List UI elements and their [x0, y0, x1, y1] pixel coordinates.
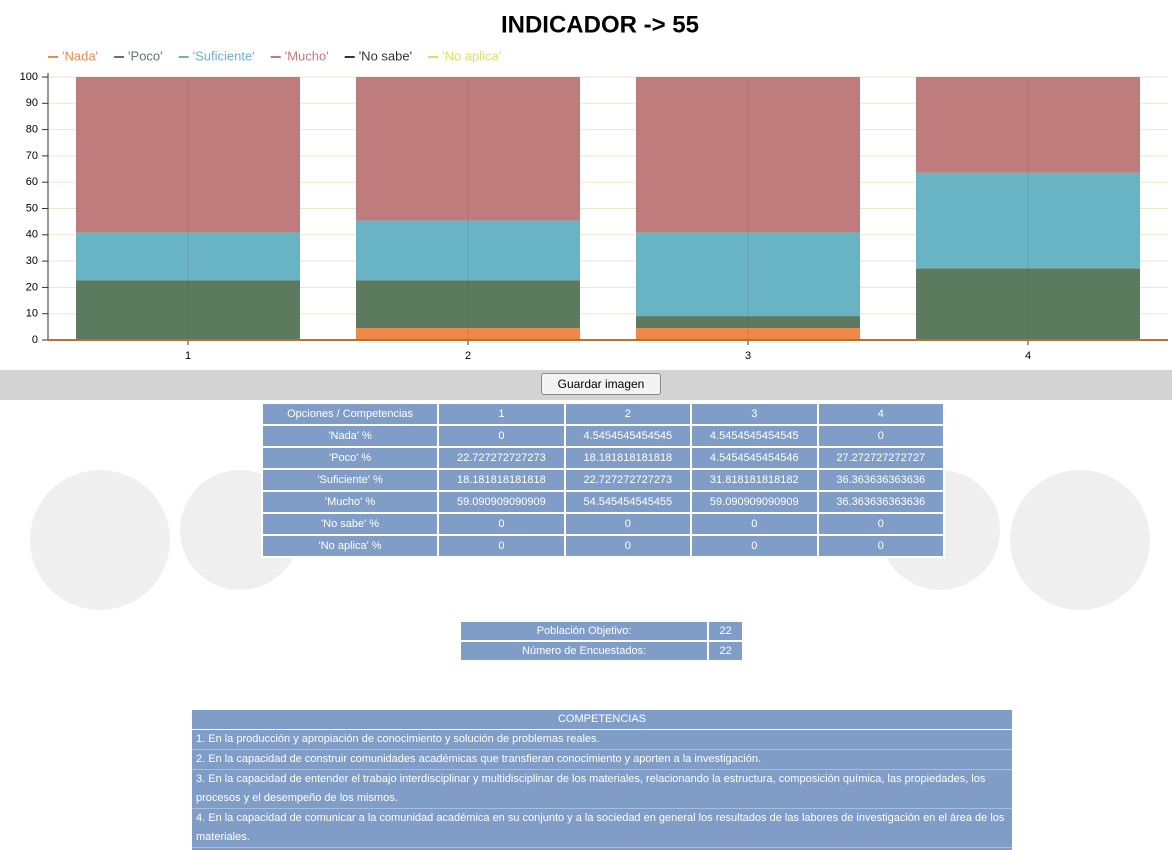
bar-segment: [916, 77, 1140, 173]
table-cell: 4.5454545454545: [563, 424, 693, 448]
bar-segment: [636, 232, 860, 317]
legend-label: 'Mucho': [285, 48, 329, 63]
competencia-item: 1. En la producción y apropiación de con…: [192, 730, 1012, 750]
table-cell: 22: [707, 640, 744, 662]
table-header: 1: [437, 402, 566, 426]
table-cell: 18.181818181818: [437, 468, 566, 492]
bar-segment: [916, 268, 1140, 340]
save-image-button[interactable]: Guardar imagen: [541, 373, 661, 395]
row-label: 'No aplica' %: [260, 534, 440, 558]
y-tick-label: 100: [20, 71, 38, 83]
table-cell: 0: [816, 512, 946, 536]
chart-title: INDICADOR -> 55: [501, 11, 699, 38]
table-row: 'Suficiente' % 18.181818181818 22.72727272…: [260, 468, 946, 492]
table-row: Población Objetivo: 22: [458, 620, 744, 642]
bar-segment: [356, 77, 580, 221]
table-cell: 22.727272727273: [437, 446, 566, 470]
table-row: Opciones / Competencias 1 2 3 4: [260, 402, 946, 426]
table-cell: 59.090909090909: [437, 490, 566, 514]
watermark: [30, 470, 170, 610]
table-cell: 0: [690, 512, 819, 536]
table-cell: 22.727272727273: [563, 468, 693, 492]
table-header: 3: [690, 402, 819, 426]
chart: INDICADOR -> 55 'Nada' 'Poco' 'Suficiente'…: [20, 11, 1168, 362]
y-tick-label: 80: [26, 124, 38, 136]
table-cell: 0: [563, 534, 693, 558]
table-cell: 0: [816, 424, 946, 448]
y-tick-label: 20: [26, 281, 38, 293]
table-cell: 4.5454545454546: [690, 446, 819, 470]
results-table: Opciones / Competencias 1 2 3 4 'Nada' % 0 4.54…: [260, 402, 946, 558]
table-cell: 0: [437, 534, 566, 558]
table-row: 'Nada' % 0 4.5454545454545 4.5454545454545 0: [260, 424, 946, 448]
legend-label: 'No sabe': [359, 48, 412, 63]
competencia-item: 3. En la capacidad de entender el trabaj…: [192, 770, 1012, 809]
competencia-item: 2. En la capacidad de construir comunida…: [192, 750, 1012, 770]
table-cell: Número de Encuestados:: [458, 640, 710, 662]
table-cell: 59.090909090909: [690, 490, 819, 514]
competencias-title: COMPETENCIAS: [192, 710, 1012, 730]
table-cell: 0: [437, 424, 566, 448]
table-row: 'No sabe' % 0 0 0 0: [260, 512, 946, 536]
y-tick-label: 50: [26, 202, 38, 214]
table-cell: 22: [707, 620, 744, 642]
bar-segment: [76, 232, 300, 281]
table-header: Opciones / Competencias: [260, 402, 440, 426]
table-cell: 0: [816, 534, 946, 558]
row-label: 'Mucho' %: [260, 490, 440, 514]
table-row: 'Mucho' % 59.090909090909 54.545454545455 5…: [260, 490, 946, 514]
x-tick-label: 4: [1025, 350, 1031, 362]
watermark: [1010, 470, 1150, 610]
table-row: 'Poco' % 22.727272727273 18.181818181818 4.…: [260, 446, 946, 470]
legend-label: 'Poco': [128, 48, 163, 63]
x-tick-label: 3: [745, 350, 751, 362]
competencia-item: 4. En la capacidad de comunicar a la com…: [192, 809, 1012, 848]
legend-label: 'Suficiente': [193, 48, 255, 63]
row-label: 'Poco' %: [260, 446, 440, 470]
bar-segment: [76, 77, 300, 233]
y-tick-label: 30: [26, 255, 38, 267]
row-label: 'Suficiente' %: [260, 468, 440, 492]
table-cell: 0: [437, 512, 566, 536]
table-cell: 0: [563, 512, 693, 536]
table-row: 'No aplica' % 0 0 0 0: [260, 534, 946, 558]
y-tick-label: 40: [26, 229, 38, 241]
table-row: Número de Encuestados: 22: [458, 640, 744, 662]
table-cell: 36.363636363636: [816, 468, 946, 492]
y-tick-label: 70: [26, 150, 38, 162]
y-tick-label: 90: [26, 97, 38, 109]
bar-segment: [356, 328, 580, 340]
competencias: COMPETENCIAS 1. En la producción y apropi…: [192, 710, 1012, 850]
table-cell: 27.272727272727: [816, 446, 946, 470]
bar-segment: [636, 77, 860, 233]
table-header: 4: [816, 402, 946, 426]
x-tick-label: 1: [185, 350, 191, 362]
y-tick-label: 10: [26, 308, 38, 320]
legend-label: 'Nada': [62, 48, 98, 63]
row-label: 'Nada' %: [260, 424, 440, 448]
table-header: 2: [563, 402, 693, 426]
legend-label: 'No aplica': [442, 48, 501, 63]
table-cell: Población Objetivo:: [458, 620, 710, 642]
bar-segment: [916, 172, 1140, 269]
y-tick-label: 0: [32, 334, 38, 346]
row-label: 'No sabe' %: [260, 512, 440, 536]
table-cell: 54.545454545455: [563, 490, 693, 514]
bar-segment: [636, 316, 860, 329]
table-cell: 31.818181818182: [690, 468, 819, 492]
table-cell: 4.5454545454545: [690, 424, 819, 448]
x-tick-label: 2: [465, 350, 471, 362]
bar-segment: [356, 280, 580, 329]
population-table: Población Objetivo: 22 Número de Encuestad…: [458, 620, 744, 662]
bar-segment: [356, 220, 580, 281]
table-cell: 0: [690, 534, 819, 558]
table-cell: 36.363636363636: [816, 490, 946, 514]
table-cell: 18.181818181818: [563, 446, 693, 470]
y-tick-label: 60: [26, 176, 38, 188]
bar-segment: [76, 280, 300, 340]
bar-segment: [636, 328, 860, 340]
